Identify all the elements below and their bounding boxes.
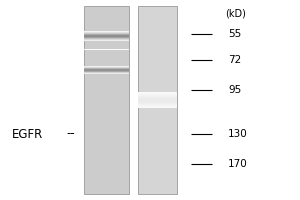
Bar (84, 72, 129, 73)
Bar (84, 50, 129, 51)
Bar (84, 38, 129, 39)
Bar (84, 53, 129, 54)
Bar (84, 57, 129, 58)
Bar (138, 106, 177, 107)
Bar (84, 71, 129, 72)
Bar (84, 73, 129, 74)
Bar (138, 96, 177, 97)
Bar (138, 107, 177, 108)
Bar (138, 102, 177, 103)
Text: 130: 130 (228, 129, 248, 139)
Bar (84, 40, 129, 41)
Text: 95: 95 (228, 85, 241, 95)
Bar (138, 93, 177, 94)
Bar (84, 69, 129, 70)
Bar (138, 104, 177, 105)
Bar (138, 99, 177, 100)
Text: (kD): (kD) (225, 9, 246, 19)
Bar (138, 103, 177, 104)
Bar (84, 33, 129, 34)
Text: --: -- (66, 128, 75, 140)
Bar (84, 39, 129, 40)
Bar (84, 37, 129, 38)
Bar (84, 35, 129, 36)
Bar (84, 49, 129, 50)
Bar (84, 30, 129, 31)
Bar (138, 105, 177, 106)
Bar (84, 54, 129, 55)
Bar (84, 66, 129, 67)
Bar (84, 52, 129, 53)
Bar (84, 34, 129, 35)
Text: 72: 72 (228, 55, 241, 65)
Bar (84, 68, 129, 69)
Bar (138, 95, 177, 96)
Bar (84, 36, 129, 37)
Bar (84, 58, 129, 59)
Bar (138, 94, 177, 95)
Bar (84, 32, 129, 33)
Bar (84, 70, 129, 71)
Bar (84, 31, 129, 32)
Text: 55: 55 (228, 29, 241, 39)
Bar (138, 6, 177, 194)
Bar (84, 55, 129, 56)
Text: 170: 170 (228, 159, 248, 169)
Bar (138, 100, 177, 101)
Text: EGFR: EGFR (12, 128, 43, 140)
Bar (84, 51, 129, 52)
Bar (138, 92, 177, 93)
Bar (84, 6, 129, 194)
Bar (84, 41, 129, 42)
Bar (138, 97, 177, 98)
Bar (84, 56, 129, 57)
Bar (138, 98, 177, 99)
Bar (138, 101, 177, 102)
Bar (84, 67, 129, 68)
